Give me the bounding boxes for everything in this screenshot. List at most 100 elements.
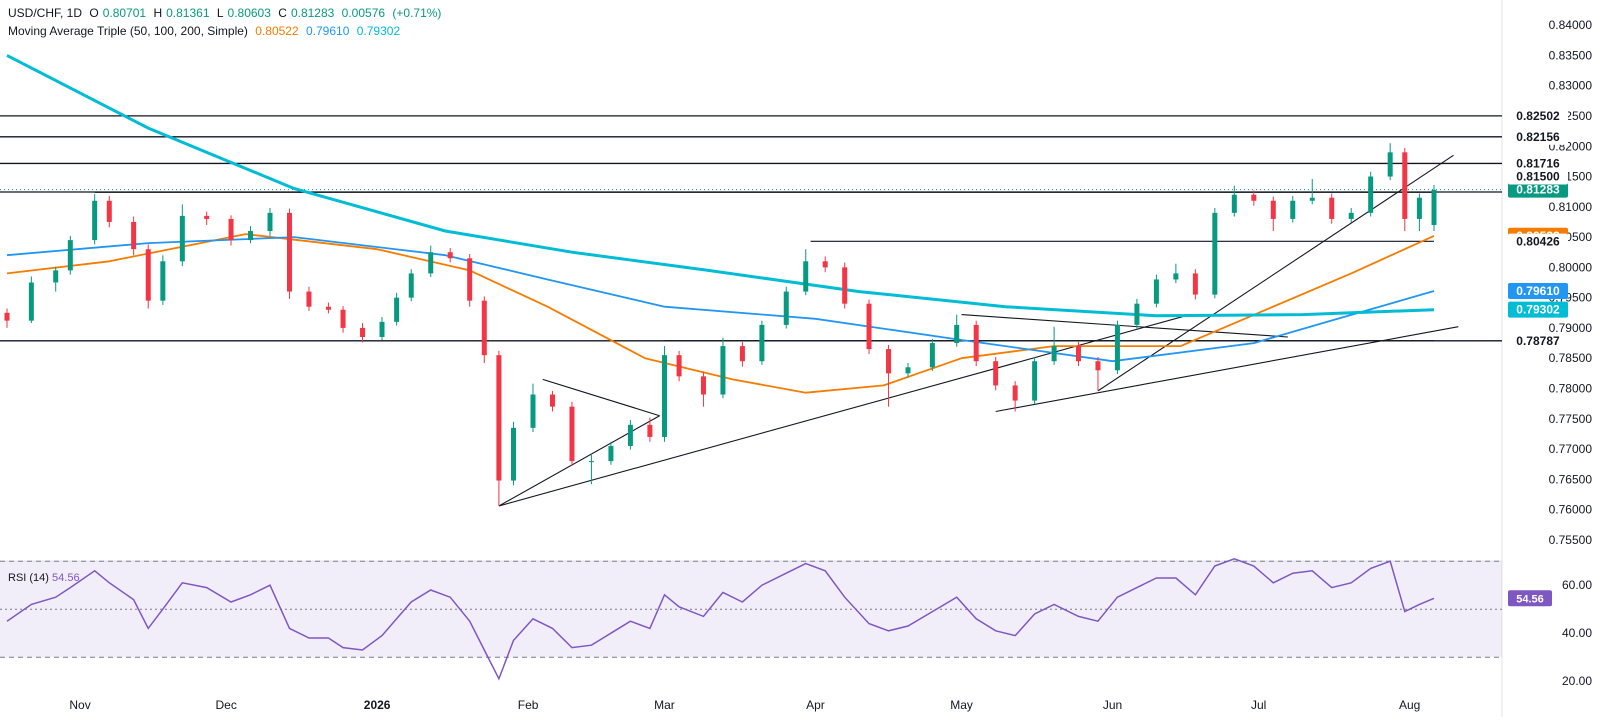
candles[interactable] — [4, 143, 1437, 506]
candle[interactable] — [739, 341, 745, 367]
price-tick-label[interactable]: 0.83000 — [1549, 79, 1593, 93]
time-tick-label[interactable]: Aug — [1399, 698, 1420, 712]
candle[interactable] — [1387, 143, 1393, 181]
candle[interactable] — [1348, 208, 1354, 223]
candle[interactable] — [1192, 269, 1198, 300]
candle[interactable] — [496, 350, 502, 506]
price-tick-label[interactable]: 0.77500 — [1549, 412, 1593, 426]
candle[interactable] — [4, 308, 10, 328]
price-tick-label[interactable]: 0.84000 — [1549, 18, 1593, 32]
candle[interactable] — [179, 204, 185, 267]
candle[interactable] — [1416, 193, 1422, 232]
rsi-axis[interactable]: 60.00 40.00 20.00 — [1562, 578, 1592, 688]
candle[interactable] — [394, 292, 400, 326]
candle[interactable] — [1290, 195, 1296, 223]
time-tick-label[interactable]: Jul — [1251, 698, 1266, 712]
candle[interactable] — [647, 417, 653, 442]
candle[interactable] — [131, 216, 137, 256]
price-tick-label[interactable]: 0.76000 — [1549, 503, 1593, 517]
candle[interactable] — [1368, 171, 1374, 217]
candle[interactable] — [67, 235, 73, 275]
candle[interactable] — [28, 276, 34, 324]
candle[interactable] — [447, 247, 453, 263]
candle[interactable] — [379, 317, 385, 341]
trend-line-5[interactable] — [542, 378, 660, 417]
candle[interactable] — [759, 320, 765, 365]
candle[interactable] — [145, 244, 151, 309]
candle[interactable] — [1095, 356, 1101, 391]
candle[interactable] — [627, 419, 633, 450]
trend-line-6[interactable] — [498, 315, 1186, 507]
candle[interactable] — [905, 363, 911, 378]
candle[interactable] — [886, 344, 892, 407]
price-tick-label[interactable]: 0.78500 — [1549, 351, 1593, 365]
trend-lines[interactable] — [94, 154, 1459, 507]
price-tick-label[interactable]: 0.80000 — [1549, 260, 1593, 274]
candle[interactable] — [993, 356, 999, 391]
trend-line-9[interactable] — [1097, 154, 1454, 392]
candle[interactable] — [1309, 178, 1315, 205]
time-tick-label[interactable]: Dec — [215, 698, 236, 712]
candle[interactable] — [929, 338, 935, 371]
candle[interactable] — [1032, 356, 1038, 405]
candle[interactable] — [822, 256, 828, 273]
candle[interactable] — [511, 421, 517, 486]
candle[interactable] — [360, 323, 366, 343]
candle[interactable] — [720, 337, 726, 399]
candle[interactable] — [783, 286, 789, 329]
candle[interactable] — [1212, 208, 1218, 299]
time-tick-label[interactable]: May — [950, 698, 973, 712]
price-tick-label[interactable]: 0.83500 — [1549, 48, 1593, 62]
candle[interactable] — [549, 390, 555, 412]
price-tick-label[interactable]: 0.75500 — [1549, 533, 1593, 547]
price-tick-label[interactable]: 0.77000 — [1549, 442, 1593, 456]
price-axis[interactable]: 0.840000.835000.830000.825000.820000.815… — [1549, 18, 1593, 547]
price-tick-label[interactable]: 0.79000 — [1549, 321, 1593, 335]
price-tick-label[interactable]: 0.81000 — [1549, 200, 1593, 214]
candle[interactable] — [1051, 326, 1057, 365]
candle[interactable] — [866, 299, 872, 354]
candle[interactable] — [661, 346, 667, 442]
candle[interactable] — [973, 320, 979, 367]
candle[interactable] — [676, 350, 682, 382]
trend-line-4[interactable] — [498, 415, 660, 507]
candle[interactable] — [481, 296, 487, 364]
candle[interactable] — [1402, 148, 1408, 232]
candle[interactable] — [467, 254, 473, 307]
candle[interactable] — [700, 371, 706, 407]
price-tick-label[interactable]: 0.78000 — [1549, 381, 1593, 395]
rsi-tick-label[interactable]: 40.00 — [1562, 626, 1592, 640]
candle[interactable] — [608, 441, 614, 465]
candle[interactable] — [92, 194, 98, 245]
candle[interactable] — [286, 208, 292, 299]
candle[interactable] — [204, 211, 210, 225]
candle[interactable] — [1431, 185, 1437, 232]
rsi-tick-label[interactable]: 20.00 — [1562, 674, 1592, 688]
trend-line-7[interactable] — [995, 326, 1459, 413]
candle[interactable] — [1114, 320, 1120, 374]
candle[interactable] — [248, 226, 254, 244]
candle[interactable] — [803, 249, 809, 296]
candle[interactable] — [106, 195, 112, 228]
candle[interactable] — [1270, 196, 1276, 232]
candle[interactable] — [408, 269, 414, 302]
time-tick-label[interactable]: Mar — [654, 698, 675, 712]
time-axis[interactable]: Nov Dec 2026 Feb Mar Apr May Jun Jul Aug — [69, 698, 1420, 712]
candle[interactable] — [954, 314, 960, 347]
candle[interactable] — [1153, 274, 1159, 308]
time-tick-label[interactable]: Jun — [1103, 698, 1122, 712]
candle[interactable] — [1134, 298, 1140, 329]
candle[interactable] — [53, 266, 59, 292]
candle[interactable] — [530, 383, 536, 433]
candle[interactable] — [569, 401, 575, 466]
candle[interactable] — [428, 245, 434, 278]
trend-line-8[interactable] — [961, 314, 1288, 338]
candle[interactable] — [1075, 341, 1081, 367]
candle[interactable] — [228, 215, 234, 246]
horizontal-levels[interactable] — [0, 115, 1502, 342]
candle[interactable] — [325, 302, 331, 314]
time-tick-label[interactable]: Feb — [518, 698, 539, 712]
candle[interactable] — [160, 255, 166, 305]
candle[interactable] — [1231, 185, 1237, 217]
